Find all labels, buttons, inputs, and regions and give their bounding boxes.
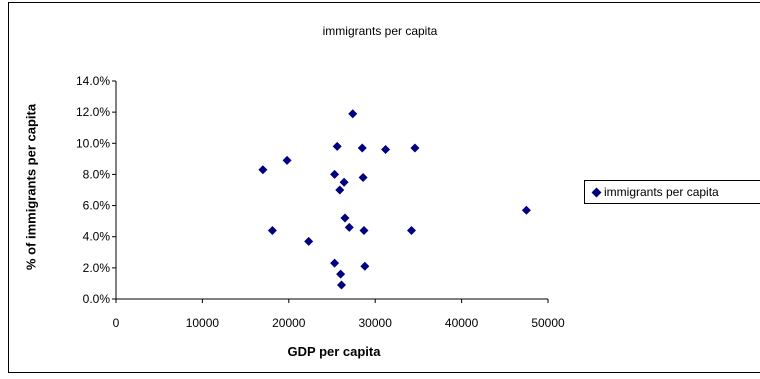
data-point bbox=[381, 145, 390, 154]
data-point bbox=[359, 226, 368, 235]
data-point bbox=[330, 259, 339, 268]
y-tick-label: 0.0% bbox=[83, 292, 111, 306]
y-tick-label: 2.0% bbox=[83, 261, 111, 275]
y-tick-label: 8.0% bbox=[83, 167, 111, 181]
x-tick-label: 30000 bbox=[359, 316, 393, 330]
data-point bbox=[340, 178, 349, 187]
data-point bbox=[337, 280, 346, 289]
legend-diamond-icon bbox=[592, 187, 602, 197]
x-axis-label: GDP per capita bbox=[116, 344, 552, 359]
x-tick-label: 40000 bbox=[445, 316, 479, 330]
legend: immigrants per capita bbox=[584, 180, 760, 204]
data-point bbox=[304, 237, 313, 246]
data-point bbox=[348, 109, 357, 118]
data-point bbox=[340, 214, 349, 223]
data-point bbox=[359, 173, 368, 182]
data-point bbox=[283, 156, 292, 165]
data-point bbox=[345, 223, 354, 232]
x-tick-label: 10000 bbox=[186, 316, 220, 330]
data-point bbox=[330, 170, 339, 179]
y-tick-label: 14.0% bbox=[76, 74, 110, 88]
x-tick-label: 50000 bbox=[531, 316, 565, 330]
data-point bbox=[258, 165, 267, 174]
legend-label: immigrants per capita bbox=[604, 185, 719, 199]
data-point bbox=[335, 186, 344, 195]
y-tick-label: 12.0% bbox=[76, 105, 110, 119]
data-point bbox=[410, 143, 419, 152]
data-point bbox=[336, 270, 345, 279]
data-point bbox=[407, 226, 416, 235]
y-tick-label: 10.0% bbox=[76, 136, 110, 150]
y-axis-label: % of immigrants per capita bbox=[24, 104, 39, 270]
data-point bbox=[360, 262, 369, 271]
y-tick-label: 6.0% bbox=[83, 199, 111, 213]
chart-title: immigrants per capita bbox=[0, 24, 760, 38]
data-point bbox=[358, 143, 367, 152]
data-point bbox=[333, 142, 342, 151]
data-point bbox=[268, 226, 277, 235]
data-point bbox=[522, 206, 531, 215]
y-tick-label: 4.0% bbox=[83, 230, 111, 244]
x-tick-label: 0 bbox=[113, 316, 120, 330]
x-tick-label: 20000 bbox=[272, 316, 306, 330]
